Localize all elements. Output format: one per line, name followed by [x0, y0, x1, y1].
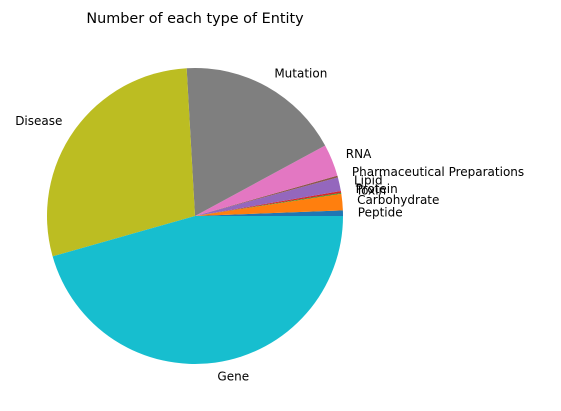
pie-label-lipid: Lipid [354, 173, 383, 187]
pie-label-carbohydrate: Carbohydrate [357, 193, 439, 207]
pie-label-pharmaceutical-preparations: Pharmaceutical Preparations [352, 165, 524, 179]
pie-label-peptide: Peptide [358, 205, 403, 219]
pie-slice-protein [195, 191, 342, 216]
pie-label-protein: Protein [356, 182, 398, 196]
pie-label-disease: Disease [15, 114, 62, 128]
pie-slice-mutation [186, 68, 326, 216]
pie-label-toxin: Toxin [355, 184, 386, 198]
pie-slice-toxin [195, 192, 342, 216]
pie-label-mutation: Mutation [274, 66, 327, 80]
pie-slice-carbohydrate [195, 193, 343, 216]
pie-label-rna: RNA [346, 147, 372, 161]
pie-slice-pharmaceutical-preparations [195, 175, 338, 216]
pie-slice-peptide [195, 210, 343, 216]
pie-slice-rna [195, 145, 338, 216]
pie-labels: PeptideCarbohydrateToxinProteinLipidPhar… [15, 66, 524, 383]
pie-slice-lipid [195, 177, 341, 216]
pie-slice-disease [46, 68, 195, 257]
pie-slices [46, 68, 343, 364]
pie-label-gene: Gene [217, 370, 249, 384]
pie-slice-gene [52, 216, 343, 364]
chart-title: Number of each type of Entity [86, 11, 304, 27]
